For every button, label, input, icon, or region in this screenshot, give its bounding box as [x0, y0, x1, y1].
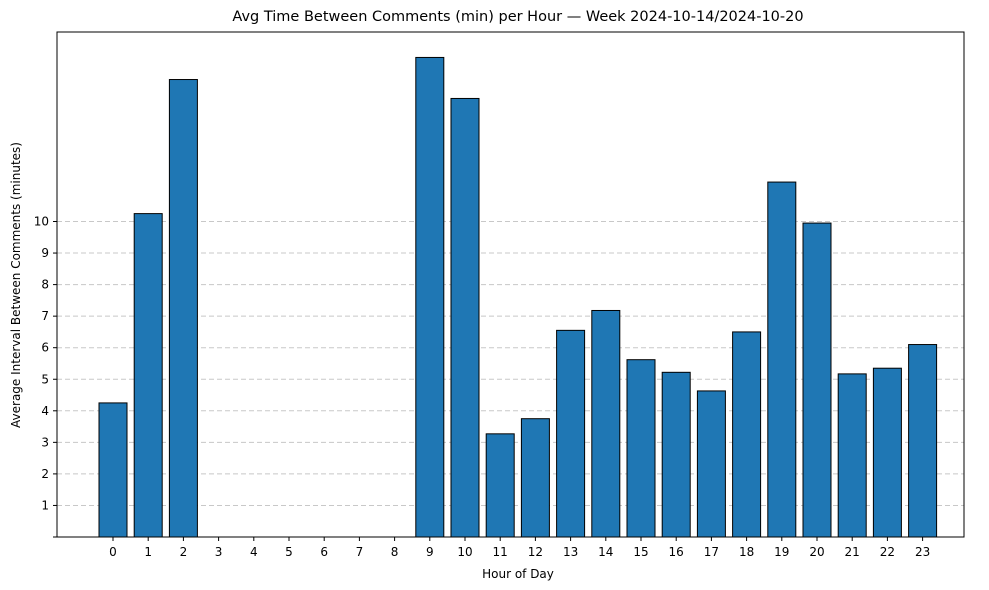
- bar-hour-9: [415, 56, 445, 538]
- bar-hour-1: [133, 213, 163, 538]
- x-tick-label: 18: [739, 545, 754, 559]
- x-tick-label: 3: [215, 545, 223, 559]
- y-tick-label: 7: [41, 309, 49, 323]
- x-tick-label: 11: [493, 545, 508, 559]
- bars: [98, 56, 938, 538]
- x-axis-title: Hour of Day: [482, 567, 554, 581]
- y-tick-label: 5: [41, 372, 49, 386]
- bar-hour-23: [908, 344, 938, 538]
- x-tick-label: 5: [285, 545, 293, 559]
- x-tick-label: 20: [809, 545, 824, 559]
- bar-hour-2: [168, 79, 198, 538]
- x-tick-label: 12: [528, 545, 543, 559]
- bar-hour-12: [520, 418, 550, 538]
- bar-hour-20: [802, 222, 832, 538]
- x-tick-label: 14: [598, 545, 613, 559]
- y-tick-label: 4: [41, 404, 49, 418]
- x-tick-label: 16: [669, 545, 684, 559]
- x-tick-label: 19: [774, 545, 789, 559]
- y-axis-ticks: 1 2 3 4 5 6 7 8 9 10: [34, 215, 57, 538]
- x-tick-label: 1: [144, 545, 152, 559]
- x-tick-label: 21: [845, 545, 860, 559]
- x-tick-label: 9: [426, 545, 434, 559]
- x-tick-label: 8: [391, 545, 399, 559]
- x-tick-label: 6: [320, 545, 328, 559]
- x-tick-label: 22: [880, 545, 895, 559]
- x-tick-label: 4: [250, 545, 258, 559]
- x-tick-label: 17: [704, 545, 719, 559]
- x-tick-label: 15: [633, 545, 648, 559]
- y-tick-label: 6: [41, 341, 49, 355]
- bar-hour-22: [872, 367, 902, 538]
- x-tick-label: 23: [915, 545, 930, 559]
- x-tick-label: 10: [457, 545, 472, 559]
- y-tick-label: 10: [34, 215, 49, 229]
- y-tick-label: 3: [41, 435, 49, 449]
- chart-title: Avg Time Between Comments (min) per Hour…: [232, 9, 803, 25]
- bar-hour-17: [696, 390, 726, 538]
- bar-hour-13: [556, 329, 586, 538]
- bar-hour-16: [661, 371, 691, 538]
- y-tick-label: 8: [41, 278, 49, 292]
- x-tick-label: 0: [109, 545, 117, 559]
- y-axis-title: Average Interval Between Comments (minut…: [9, 142, 23, 428]
- bar-hour-19: [767, 181, 797, 538]
- y-tick-label: 2: [41, 467, 49, 481]
- x-axis-ticks: 0 1 2 3 4 5 6 7 8 9 10 11 12 13 14 15 16 17 18 19 20 21 22 23: [109, 537, 930, 559]
- x-tick-label: 13: [563, 545, 578, 559]
- bar-hour-15: [626, 359, 656, 538]
- bar-hour-14: [591, 309, 621, 538]
- y-tick-label: 9: [41, 246, 49, 260]
- x-tick-label: 2: [180, 545, 188, 559]
- bar-hour-0: [98, 402, 128, 538]
- bar-hour-11: [485, 433, 515, 538]
- bar-hour-21: [837, 373, 867, 538]
- bar-hour-18: [732, 331, 762, 538]
- bar-hour-10: [450, 97, 480, 538]
- x-tick-label: 7: [356, 545, 364, 559]
- y-tick-label: 1: [41, 498, 49, 512]
